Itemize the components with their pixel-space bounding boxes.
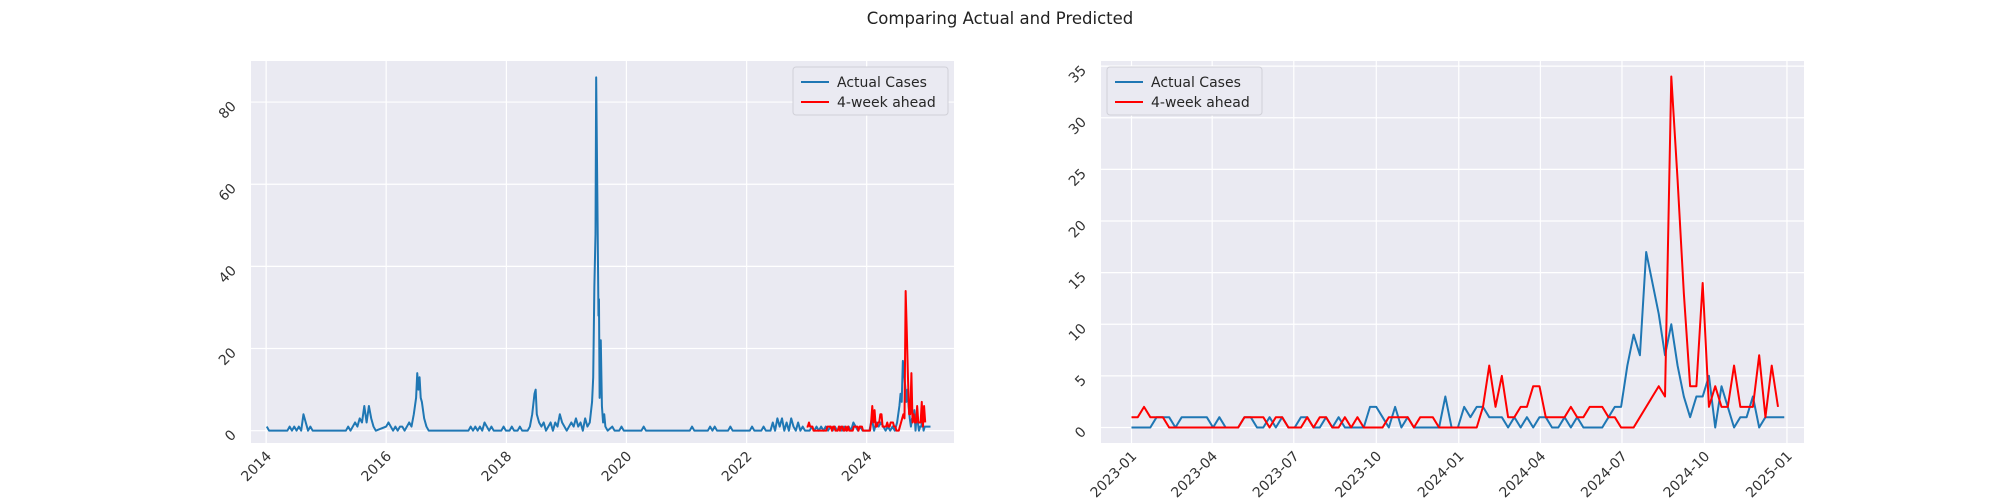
y-tick-label: 0 [222, 427, 240, 445]
plot-area [251, 61, 954, 443]
x-tick-label: 2022 [719, 449, 756, 486]
y-tick-label: 40 [216, 263, 240, 287]
x-tick-label: 2024 [839, 448, 876, 485]
y-tick-label: 5 [1072, 372, 1090, 390]
x-tick-label: 2024-01 [1415, 449, 1468, 500]
legend-label: 4-week ahead [837, 95, 936, 111]
x-tick-label: 2024-04 [1497, 448, 1550, 500]
y-tick-label: 10 [1066, 321, 1090, 345]
x-tick-label: 2023-04 [1168, 448, 1221, 500]
x-tick-label: 2014 [238, 448, 275, 485]
series-line-4-week-ahead [806, 290, 927, 432]
y-tick-label: 20 [1066, 218, 1090, 242]
plot-area [1101, 61, 1804, 443]
series-line-4-week-ahead [1131, 75, 1779, 429]
x-tick-label: 2020 [599, 449, 636, 486]
legend: Actual Cases 4-week ahead [1106, 66, 1263, 116]
legend-label: Actual Cases [1151, 75, 1241, 91]
chart-panel-actual-vs-predicted-recent: 2023-01 2023-04 2023-07 2023-10 2024-01 2024-… [1066, 61, 1804, 500]
y-tick-label: 60 [216, 181, 240, 205]
x-tick-label: 2018 [479, 449, 516, 486]
x-tick-label: 2023-07 [1250, 449, 1303, 500]
legend-box [1106, 66, 1263, 116]
chart-panel-actual-vs-predicted-full: 2014 2016 2018 2020 2022 2024 0 20 40 60 80 Actual … [216, 61, 954, 485]
y-tick-label: 20 [216, 345, 240, 369]
x-tick-label: 2016 [358, 448, 395, 485]
y-tick-label: 15 [1066, 269, 1090, 293]
legend-label: 4-week ahead [1151, 95, 1250, 111]
y-tick-label: 35 [1066, 63, 1090, 87]
legend-label: Actual Cases [837, 75, 927, 91]
x-tick-label: 2024-10 [1661, 449, 1714, 500]
y-tick-label: 0 [1072, 424, 1090, 442]
legend: Actual Cases 4-week ahead [792, 66, 949, 116]
figure-title: Comparing Actual and Predicted [867, 9, 1134, 28]
x-tick-label: 2023-01 [1088, 449, 1141, 500]
x-tick-label: 2023-10 [1332, 449, 1385, 500]
x-tick-label: 2025-01 [1743, 449, 1796, 500]
legend-box [792, 66, 949, 116]
x-tick-label: 2024-07 [1578, 449, 1631, 500]
y-tick-label: 25 [1066, 166, 1090, 190]
y-tick-label: 30 [1066, 114, 1090, 138]
y-tick-label: 80 [216, 99, 240, 123]
